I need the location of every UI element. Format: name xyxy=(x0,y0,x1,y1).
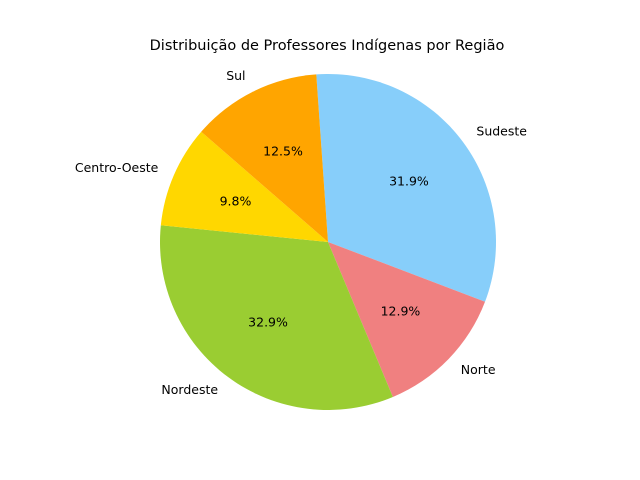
chart-title: Distribuição de Professores Indígenas po… xyxy=(150,38,505,54)
category-label-centro-oeste: Centro-Oeste xyxy=(75,160,159,175)
pie-slice-nordeste xyxy=(160,225,393,411)
pct-label-nordeste: 32.9% xyxy=(248,315,288,330)
category-label-nordeste: Nordeste xyxy=(161,382,218,397)
pie-slice-centro-oeste xyxy=(160,131,328,242)
pct-label-centro-oeste: 9.8% xyxy=(220,194,252,209)
pct-label-sudeste: 31.9% xyxy=(389,173,429,188)
pie-labels: 31.9% Sudeste 12.9% Norte 32.9% Nordeste 9.8% C… xyxy=(75,68,527,397)
pie-slice-sul xyxy=(201,74,328,242)
pie-slices xyxy=(160,73,497,411)
category-label-sul: Sul xyxy=(226,68,245,83)
category-label-sudeste: Sudeste xyxy=(476,123,527,138)
pie-slice-sudeste xyxy=(316,73,497,302)
pie-slice-norte xyxy=(328,242,486,397)
pct-label-sul: 12.5% xyxy=(263,143,303,158)
category-label-norte: Norte xyxy=(461,362,496,377)
pct-label-norte: 12.9% xyxy=(381,304,421,319)
